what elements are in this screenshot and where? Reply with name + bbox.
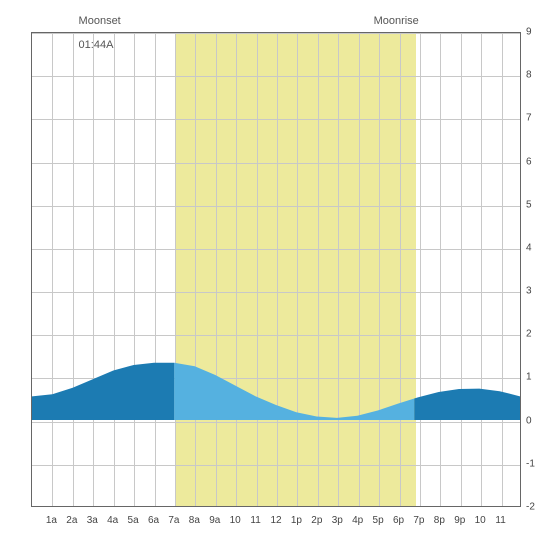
grid-v-line: [73, 33, 74, 506]
y-tick-label: 6: [526, 156, 546, 167]
moonrise-title: Moonrise: [374, 15, 419, 27]
grid-v-line: [114, 33, 115, 506]
grid-v-line: [420, 33, 421, 506]
grid-v-line: [440, 33, 441, 506]
chart-container: Moonset 01:44A Moonrise 04:11P 1a2a3a4a5…: [0, 0, 550, 550]
y-tick-label: 2: [526, 329, 546, 340]
grid-v-line: [338, 33, 339, 506]
grid-h-line: [32, 163, 520, 164]
grid-v-line: [297, 33, 298, 506]
grid-v-line: [359, 33, 360, 506]
grid-v-line: [400, 33, 401, 506]
y-tick-label: 8: [526, 70, 546, 81]
grid-h-line: [32, 119, 520, 120]
grid-v-line: [134, 33, 135, 506]
y-tick-label: 1: [526, 372, 546, 383]
grid-v-line: [318, 33, 319, 506]
grid-v-line: [379, 33, 380, 506]
y-tick-label: 3: [526, 286, 546, 297]
grid-v-line: [502, 33, 503, 506]
grid-v-line: [155, 33, 156, 506]
grid-v-line: [216, 33, 217, 506]
grid-v-line: [277, 33, 278, 506]
grid-v-line: [461, 33, 462, 506]
grid-v-line: [93, 33, 94, 506]
grid-h-line: [32, 378, 520, 379]
moonset-title: Moonset: [79, 15, 121, 27]
y-tick-label: -1: [526, 458, 546, 469]
grid-h-line: [32, 249, 520, 250]
x-tick-label: 11: [489, 515, 513, 526]
grid-h-line: [32, 76, 520, 77]
grid-h-line: [32, 292, 520, 293]
plot-area: [31, 32, 521, 507]
grid-v-line: [195, 33, 196, 506]
grid-v-line: [175, 33, 176, 506]
y-tick-label: -2: [526, 502, 546, 513]
y-tick-label: 4: [526, 242, 546, 253]
y-tick-label: 5: [526, 199, 546, 210]
grid-h-line: [32, 465, 520, 466]
y-tick-label: 9: [526, 27, 546, 38]
y-tick-label: 0: [526, 415, 546, 426]
grid-v-line: [236, 33, 237, 506]
grid-h-line: [32, 206, 520, 207]
grid-h-line: [32, 422, 520, 423]
grid-v-line: [257, 33, 258, 506]
grid-h-line: [32, 335, 520, 336]
tide-area-night-pm: [414, 389, 520, 420]
grid-h-line: [32, 33, 520, 34]
y-tick-label: 7: [526, 113, 546, 124]
grid-v-line: [481, 33, 482, 506]
grid-v-line: [52, 33, 53, 506]
